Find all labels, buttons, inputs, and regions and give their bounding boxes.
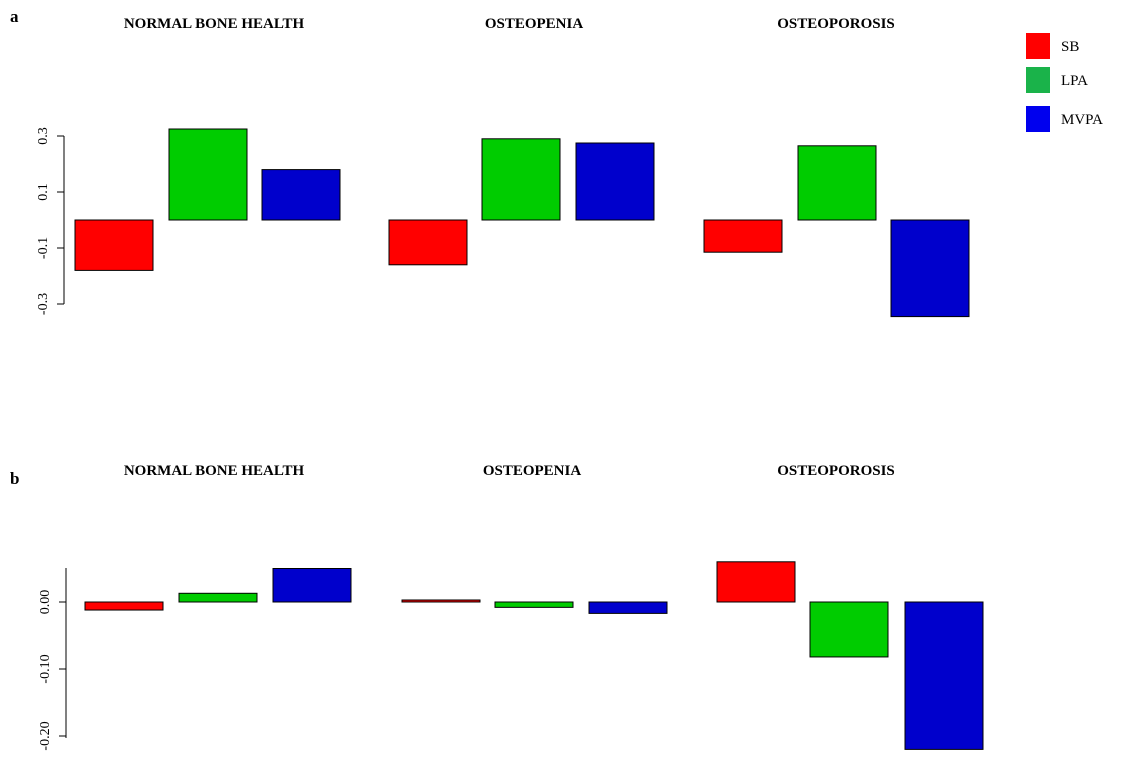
bar-lpa-1 — [168, 128, 248, 221]
panel-b-group-title-osteopenia: OSTEOPENIA — [483, 463, 582, 479]
bar-mvpa-2 — [588, 601, 668, 614]
y-tick-label: -0.10 — [38, 654, 53, 683]
panel-b: b NORMAL BONE HEALTH OSTEOPENIA OSTEOPOR… — [10, 463, 984, 751]
y-tick-label: -0.1 — [36, 237, 51, 259]
bar-sb-1 — [84, 601, 164, 611]
y-tick-label: 0.00 — [38, 590, 53, 615]
bar-sb-2 — [401, 599, 481, 603]
legend-swatch-lpa — [1026, 67, 1050, 93]
bar-mvpa-3 — [890, 219, 970, 318]
bar-lpa-2 — [494, 601, 574, 608]
bar-sb-3 — [703, 219, 783, 253]
panel-a-bars — [74, 128, 970, 318]
bar-mvpa-2 — [575, 142, 655, 221]
bar-lpa-2 — [481, 138, 561, 221]
bar-mvpa-3 — [904, 601, 984, 750]
bar-lpa-1 — [178, 592, 258, 603]
panel-a-letter: a — [10, 7, 19, 26]
bar-lpa-3 — [797, 145, 877, 221]
panel-b-group-title-osteoporosis: OSTEOPOROSIS — [777, 463, 895, 479]
legend-swatch-mvpa — [1026, 106, 1050, 132]
panel-a-group-title-normal: NORMAL BONE HEALTH — [124, 16, 305, 32]
legend-swatch-sb — [1026, 33, 1050, 59]
panel-a-y-axis: -0.3 -0.1 0.1 0.3 — [36, 127, 65, 315]
y-tick-label: -0.3 — [36, 293, 51, 315]
y-tick-label: -0.20 — [38, 721, 53, 750]
bar-lpa-3 — [809, 601, 889, 658]
panel-b-letter: b — [10, 469, 19, 488]
panel-a-group-title-osteoporosis: OSTEOPOROSIS — [777, 16, 895, 32]
bar-mvpa-1 — [272, 568, 352, 603]
bar-sb-3 — [716, 561, 796, 603]
bar-mvpa-1 — [261, 169, 341, 221]
legend-label-sb: SB — [1061, 39, 1079, 55]
legend-label-lpa: LPA — [1061, 73, 1088, 89]
panel-b-bars — [84, 561, 984, 750]
legend: SB LPA MVPA — [1026, 33, 1103, 132]
panel-b-group-title-normal: NORMAL BONE HEALTH — [124, 463, 305, 479]
legend-label-mvpa: MVPA — [1061, 112, 1103, 128]
panel-b-y-axis: 0.00 -0.10 -0.20 — [38, 568, 67, 751]
y-tick-label: 0.1 — [36, 183, 51, 201]
panel-a: a NORMAL BONE HEALTH OSTEOPENIA OSTEOPOR… — [10, 7, 970, 318]
y-tick-label: 0.3 — [36, 127, 51, 145]
bar-sb-1 — [74, 219, 154, 271]
panel-a-group-title-osteopenia: OSTEOPENIA — [485, 16, 584, 32]
bar-sb-2 — [388, 219, 468, 266]
